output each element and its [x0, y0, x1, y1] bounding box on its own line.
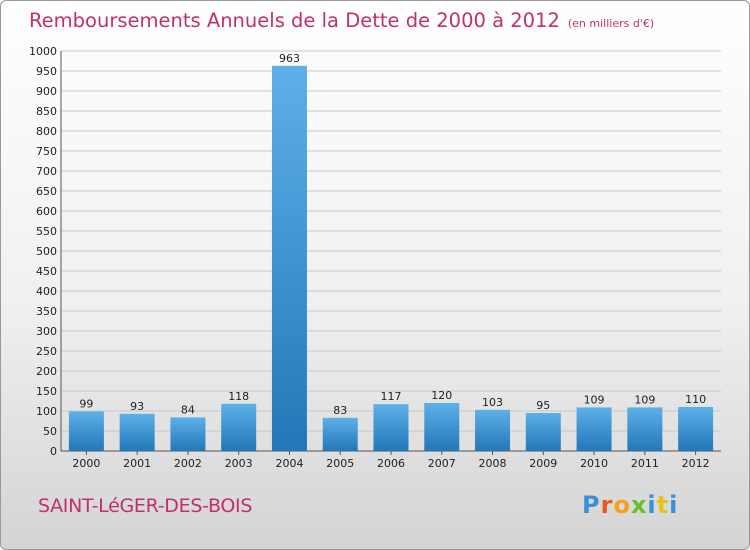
y-tick-label: 50 — [43, 425, 57, 438]
data-label: 963 — [279, 52, 300, 65]
bar-2008 — [475, 409, 511, 451]
bar-2009 — [525, 413, 561, 451]
y-tick-label: 450 — [36, 265, 57, 278]
x-tick-label: 2010 — [580, 457, 608, 470]
x-tick-label: 2006 — [377, 457, 405, 470]
data-label: 110 — [685, 393, 706, 406]
logo-letter: x — [630, 491, 648, 519]
bar-2000 — [68, 411, 104, 451]
logo-letter: r — [600, 491, 614, 519]
x-tick-label: 2001 — [123, 457, 151, 470]
y-tick-label: 550 — [36, 225, 57, 238]
data-label: 95 — [536, 399, 550, 412]
data-label: 117 — [381, 390, 402, 403]
x-tick-label: 2002 — [174, 457, 202, 470]
logo-letter: o — [613, 491, 631, 519]
data-label: 109 — [584, 393, 605, 406]
y-tick-label: 150 — [36, 385, 57, 398]
bar-2003 — [221, 403, 257, 451]
y-tick-label: 600 — [36, 205, 57, 218]
bar-2006 — [373, 404, 409, 451]
y-tick-label: 400 — [36, 285, 57, 298]
x-tick-label: 2007 — [428, 457, 456, 470]
y-tick-label: 350 — [36, 305, 57, 318]
y-tick-label: 1000 — [29, 45, 57, 58]
bar-2007 — [424, 403, 460, 451]
x-tick-label: 2003 — [225, 457, 253, 470]
y-tick-label: 250 — [36, 345, 57, 358]
y-tick-label: 300 — [36, 325, 57, 338]
y-tick-label: 750 — [36, 145, 57, 158]
y-tick-label: 650 — [36, 185, 57, 198]
logo-letter: P — [582, 491, 601, 519]
data-label: 83 — [333, 404, 347, 417]
data-label: 93 — [130, 400, 144, 413]
x-tick-label: 2005 — [326, 457, 354, 470]
x-tick-label: 2011 — [631, 457, 659, 470]
bar-2011 — [627, 407, 663, 451]
data-label: 84 — [181, 403, 195, 416]
x-tick-label: 2012 — [682, 457, 710, 470]
y-tick-label: 200 — [36, 365, 57, 378]
y-tick-label: 900 — [36, 85, 57, 98]
logo-letter: i — [647, 491, 657, 519]
chart-title: Remboursements Annuels de la Dette de 20… — [29, 9, 654, 32]
x-tick-label: 2009 — [529, 457, 557, 470]
chart-title-main: Remboursements Annuels de la Dette de 20… — [29, 9, 560, 32]
bar-2004 — [271, 65, 307, 452]
y-tick-label: 0 — [50, 445, 57, 458]
chart-subtitle: (en milliers d'€) — [567, 17, 655, 30]
x-tick-label: 2004 — [275, 457, 303, 470]
bar-2001 — [119, 413, 155, 451]
y-tick-label: 850 — [36, 105, 57, 118]
y-tick-label: 800 — [36, 125, 57, 138]
logo-letter: i — [669, 491, 679, 519]
data-label: 118 — [228, 390, 249, 403]
bar-2002 — [170, 417, 206, 451]
x-tick-label: 2008 — [479, 457, 507, 470]
logo-letter: t — [656, 491, 670, 519]
commune-name: SAINT-LéGER-DES-BOIS — [38, 495, 253, 517]
bar-2005 — [322, 417, 358, 451]
bar-2012 — [678, 407, 714, 451]
y-tick-label: 100 — [36, 405, 57, 418]
bar-2010 — [576, 407, 612, 451]
proxiti-logo: Proxiti — [582, 491, 678, 519]
data-label: 109 — [634, 393, 655, 406]
y-tick-label: 950 — [36, 65, 57, 78]
data-label: 99 — [79, 397, 93, 410]
y-tick-label: 500 — [36, 245, 57, 258]
data-label: 120 — [431, 389, 452, 402]
y-tick-label: 700 — [36, 165, 57, 178]
data-label: 103 — [482, 396, 503, 409]
x-tick-label: 2000 — [72, 457, 100, 470]
